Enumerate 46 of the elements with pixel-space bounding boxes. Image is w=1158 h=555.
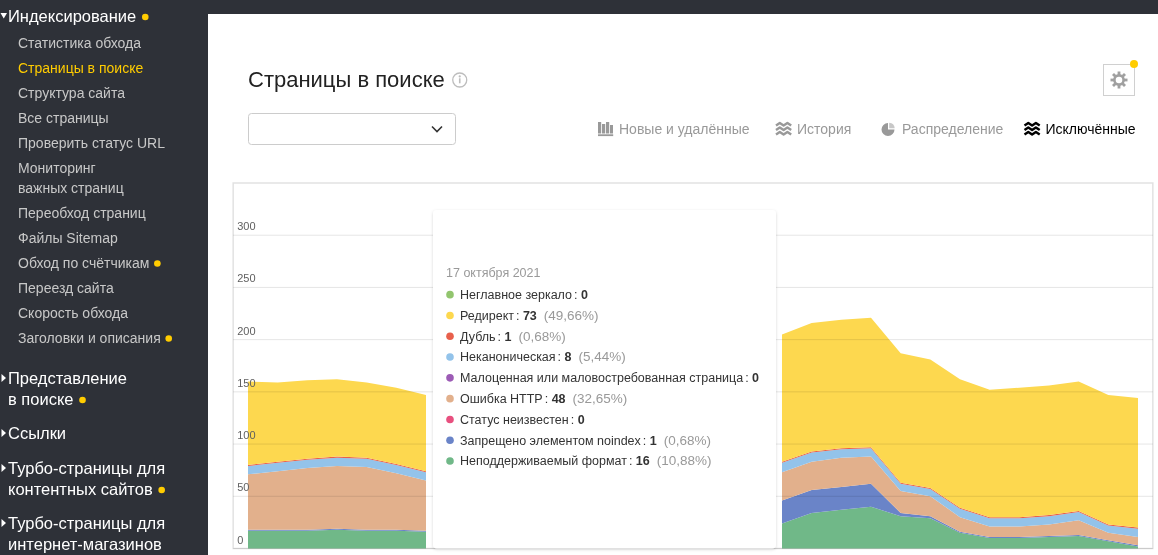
- annotation: : 0: [570, 412, 585, 427]
- legend-label: Ошибка HTTP: [460, 391, 543, 406]
- y-tick-label: 0: [237, 533, 244, 546]
- text: Переобход страниц: [18, 205, 146, 221]
- y-tick-label: 250: [237, 272, 256, 285]
- text: Переезд сайта: [18, 280, 114, 296]
- text: Статистика обхода: [18, 35, 142, 51]
- annotation: : 73 (49,66%): [515, 307, 599, 323]
- text: Распределение: [902, 121, 1004, 137]
- annotation: : 0: [745, 371, 760, 386]
- text: Проверить статус URL: [18, 135, 166, 151]
- text: Мониторинг важных страниц: [18, 160, 124, 196]
- y-tick-label: 300: [237, 220, 256, 233]
- text: История: [797, 121, 852, 137]
- text: Файлы Sitemap: [18, 230, 118, 246]
- text: Страницы в поиске: [248, 67, 445, 92]
- legend-label: Неглавное зеркало: [460, 287, 573, 302]
- annotation: : 1 (0,68%): [642, 432, 711, 448]
- text: Турбо-страницы для контентных сайтов: [8, 459, 166, 498]
- legend-label: Малоценная или маловостребованная страница: [460, 371, 744, 386]
- text: Ссылки: [8, 424, 67, 442]
- text: Представление в поиске: [8, 369, 127, 408]
- y-tick-label: 200: [237, 324, 256, 337]
- legend-label: Статус неизвестен: [460, 412, 569, 427]
- text: Исключённые: [1045, 121, 1136, 137]
- annotation: 17 октября 2021: [446, 265, 541, 280]
- text: Новые и удалённые: [619, 121, 750, 137]
- text: Скорость обхода: [18, 305, 129, 321]
- y-tick-label: 150: [237, 376, 256, 389]
- legend-label: Дубль: [460, 329, 496, 344]
- legend-label: Неканоническая: [460, 350, 556, 365]
- annotation: : 48 (32,65%): [544, 390, 628, 406]
- annotation: : 0: [574, 287, 588, 302]
- annotation: : 1 (0,68%): [497, 328, 566, 344]
- text: Индексирование: [8, 7, 137, 25]
- legend-label: Запрещено элементом noindex: [460, 433, 642, 448]
- legend-label: Редирект: [460, 308, 515, 323]
- text: Страницы в поиске: [18, 60, 144, 76]
- text: Все страницы: [18, 110, 109, 126]
- text: Обход по счётчикам: [18, 255, 150, 271]
- text: Заголовки и описания: [18, 330, 161, 346]
- text: Структура сайта: [18, 85, 126, 101]
- annotation: : 8 (5,44%): [557, 349, 626, 365]
- text: Турбо-страницы для интернет-магазинов: [8, 514, 166, 553]
- annotation: : 16 (10,88%): [628, 453, 712, 469]
- legend-label: Неподдерживаемый формат: [460, 454, 628, 469]
